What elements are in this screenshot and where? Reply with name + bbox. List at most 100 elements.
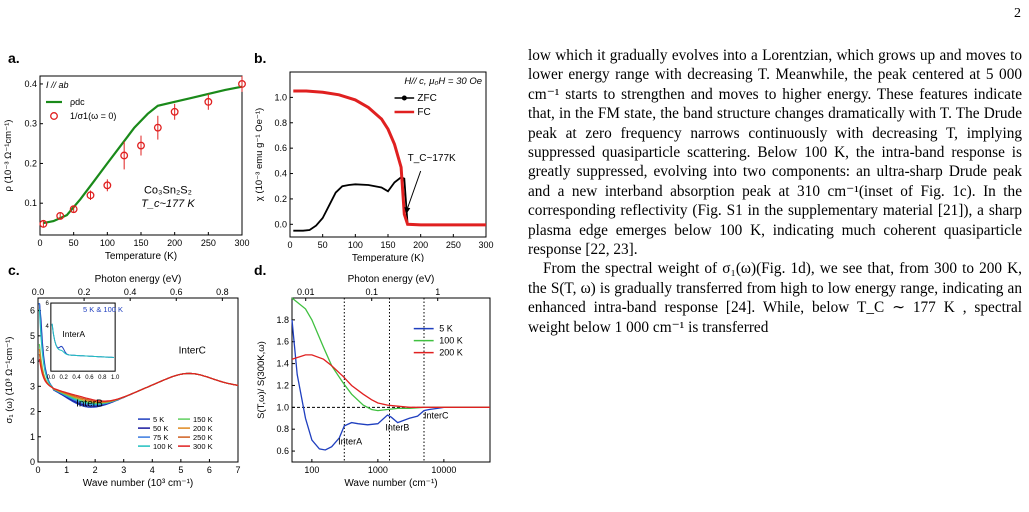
x-tick-label: 250 [201, 238, 216, 248]
paragraph-1: low which it gradually evolves into a Lo… [528, 47, 1022, 259]
y-tick-label: 1.6 [276, 337, 289, 347]
x-tick-label: 50 [69, 238, 79, 248]
data-point [137, 141, 145, 150]
y-tick-label: 0.1 [24, 198, 37, 208]
axes-frame [37, 297, 239, 463]
legend-label-optical: 1/σ1(ω = 0) [70, 111, 116, 121]
y-tick-label: 2 [30, 407, 35, 417]
series-line-fc [293, 89, 486, 227]
series-line-300K [38, 358, 239, 402]
inset-legend: 5 K & 100 K [83, 305, 123, 314]
axes-frame [289, 71, 487, 238]
series-line-5K [291, 319, 490, 451]
data-point [56, 211, 65, 220]
x-tick-label: 3 [121, 465, 126, 475]
y-tick-label: 1.4 [276, 359, 289, 369]
legend-label-rho-dc: ρdc [70, 97, 85, 107]
x-tick-label: 4 [150, 465, 155, 475]
inset-y-tick-label: 4 [46, 324, 50, 330]
annotation-current-direction: I // ab [46, 80, 69, 90]
x-tick-label: 10000 [431, 465, 456, 475]
legend-label: 200 K [193, 424, 213, 433]
x-axis-label: Temperature (K) [105, 251, 177, 262]
annotation-interc: InterC [179, 346, 206, 357]
inset-x-tick-label: 0.2 [60, 375, 69, 381]
y-axis-label: σ₁ (ω) (10³ Ω⁻¹cm⁻¹) [4, 337, 15, 424]
x2-tick-label: 0.01 [297, 287, 315, 297]
x-tick-label: 250 [446, 240, 461, 250]
x-tick-label: 300 [234, 238, 249, 248]
data-point [69, 205, 78, 214]
legend-label: 100 K [153, 442, 173, 451]
y-tick-label: 1.0 [276, 402, 289, 412]
x-tick-label: 6 [207, 465, 212, 475]
legend-label: 5 K [439, 324, 453, 334]
annotation-tc: T_c~177 K [141, 198, 195, 210]
y-axis-label: ρ (10⁻³ Ω⁻¹cm⁻¹) [3, 120, 14, 192]
inset-x-tick-label: 0.6 [85, 375, 94, 381]
legend-label-zfc: ZFC [417, 93, 436, 104]
inset-x-tick-label: 1.0 [111, 375, 120, 381]
legend-label: 150 K [193, 415, 213, 424]
x-tick-label: 7 [235, 465, 240, 475]
x-tick-label: 150 [380, 240, 395, 250]
x2-tick-label: 0.2 [78, 287, 91, 297]
x-tick-label: 50 [318, 240, 328, 250]
data-point [39, 219, 48, 228]
annotation-compound: Co₃Sn₂S₂ [144, 184, 192, 196]
x2-tick-label: 1 [435, 287, 440, 297]
y-tick-label: 6 [30, 306, 35, 316]
y-tick-label: 1.2 [276, 380, 289, 390]
panel-label-b: b. [254, 50, 267, 66]
x2-tick-label: 0.4 [124, 287, 137, 297]
annotation-tc: T_C~177K [408, 153, 456, 164]
y-tick-label: 1.0 [274, 92, 287, 102]
annotation-intera: InterA [62, 329, 85, 339]
x-axis-label: Wave number (10³ cm⁻¹) [83, 478, 193, 489]
series-line-zfc [293, 176, 486, 232]
inset-series-line [51, 323, 114, 358]
page-number: 2 [1014, 6, 1021, 21]
y-tick-label: 0.0 [274, 219, 287, 229]
panel-label-c: c. [8, 262, 20, 278]
inset-x-tick-label: 0.8 [98, 375, 107, 381]
x-tick-label: 0 [35, 465, 40, 475]
x2-tick-label: 0.6 [170, 287, 183, 297]
y-tick-label: 0.8 [274, 118, 287, 128]
annotation-interb: InterB [385, 422, 409, 432]
x-tick-label: 300 [478, 240, 493, 250]
tc-arrow-line [405, 170, 422, 212]
inset-x-tick-label: 0.4 [72, 375, 81, 381]
annotation-interc: InterC [424, 410, 449, 420]
x-tick-label: 150 [133, 238, 148, 248]
data-point [120, 151, 129, 160]
x-tick-label: 1 [64, 465, 69, 475]
x-tick-label: 100 [100, 238, 115, 248]
y-tick-label: 0.3 [24, 119, 37, 129]
y-tick-label: 1 [30, 432, 35, 442]
tc-arrow-head [404, 207, 411, 215]
legend-marker-optical [50, 112, 58, 120]
x-tick-label: 0 [287, 240, 292, 250]
y-tick-label: 0.4 [24, 79, 37, 89]
y-tick-label: 0.6 [274, 143, 287, 153]
y-tick-label: 5 [30, 331, 35, 341]
x-tick-label: 1000 [368, 465, 388, 475]
y-tick-label: 4 [30, 356, 35, 366]
x-axis-label: Temperature (K) [352, 253, 424, 262]
data-point [153, 123, 162, 132]
legend-label-fc: FC [417, 107, 430, 118]
inset-y-tick-label: 6 [46, 301, 50, 307]
y-tick-label: 0.2 [274, 194, 287, 204]
x-tick-label: 2 [93, 465, 98, 475]
y-tick-label: 0.4 [274, 169, 287, 179]
x-tick-label: 5 [178, 465, 183, 475]
x-tick-label: 100 [348, 240, 363, 250]
paragraph-2: From the spectral weight of σ₁(ω)(Fig. 1… [528, 260, 1022, 336]
series-line-rho-dc [43, 85, 243, 225]
inset-x-tick-label: 0.0 [47, 375, 56, 381]
data-point [204, 97, 213, 106]
legend-label: 75 K [153, 433, 168, 442]
data-point [170, 107, 179, 116]
